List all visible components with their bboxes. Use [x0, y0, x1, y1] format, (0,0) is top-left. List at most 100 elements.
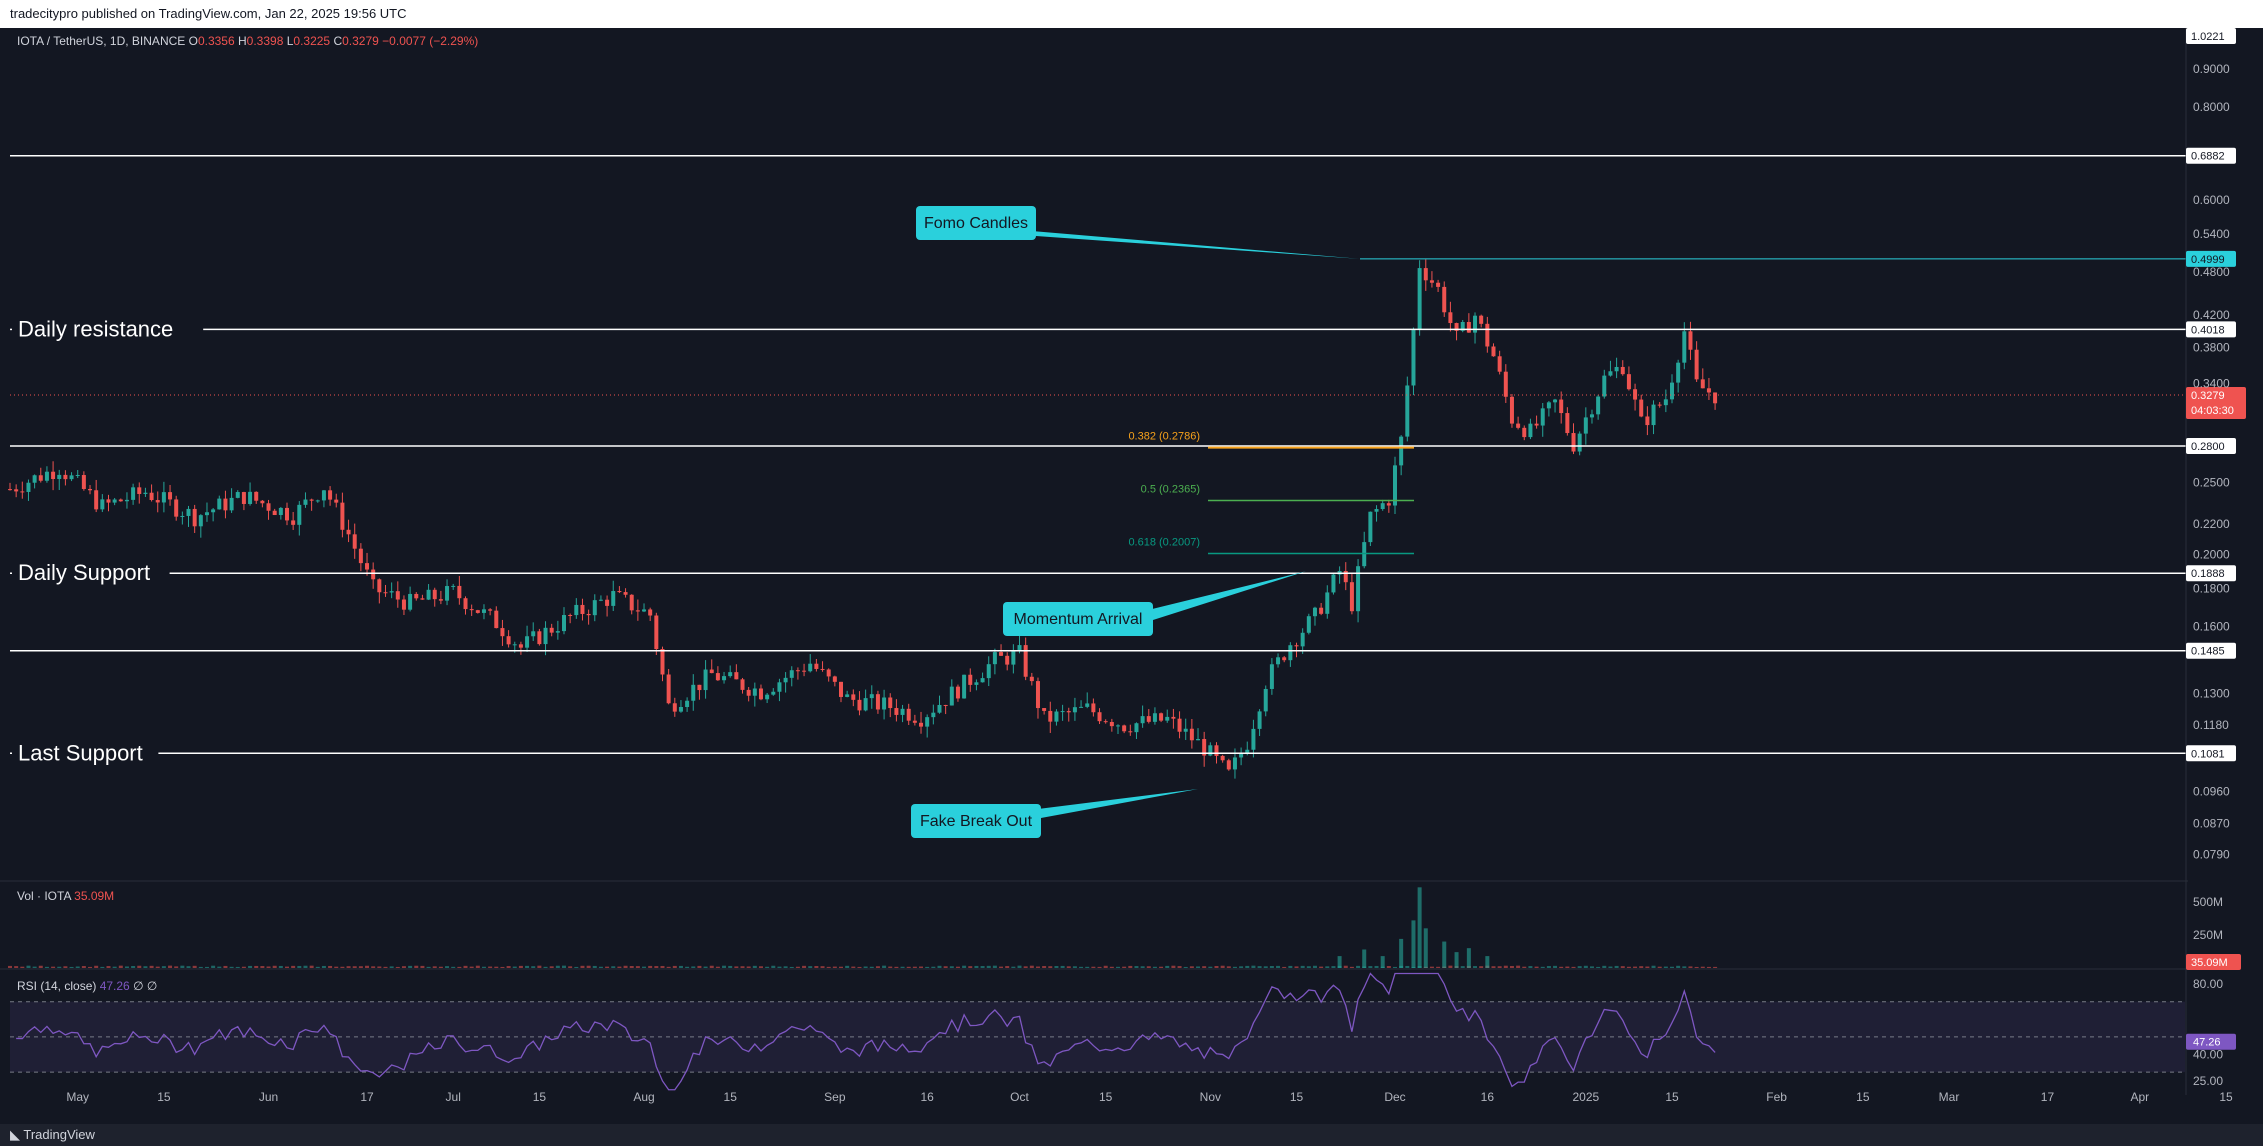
candle-body — [75, 475, 80, 477]
candle-body — [685, 700, 690, 707]
volume-bar — [531, 966, 536, 968]
x-tick: 15 — [157, 1090, 171, 1104]
candle-body — [1282, 657, 1287, 661]
volume-bar — [900, 966, 905, 968]
publisher-bar: tradecitypro published on TradingView.co… — [0, 0, 2263, 28]
candle-body — [1097, 712, 1102, 722]
volume-bar — [1559, 966, 1564, 968]
candle-body — [241, 492, 246, 504]
candle-body — [266, 503, 271, 511]
volume-bar — [1251, 965, 1256, 968]
candle-body — [1436, 282, 1441, 287]
volume-bar — [1042, 966, 1047, 968]
volume-bar — [1386, 965, 1391, 968]
candle-body — [297, 504, 302, 525]
volume-bar — [999, 966, 1004, 968]
volume-bar — [1565, 966, 1570, 968]
volume-bar — [1079, 966, 1084, 968]
candle-body — [475, 610, 480, 613]
x-tick: 16 — [920, 1090, 934, 1104]
price-tick: 0.0870 — [2193, 816, 2230, 830]
x-tick: 15 — [1665, 1090, 1679, 1104]
candle-body — [371, 569, 376, 580]
volume-bar — [980, 966, 985, 968]
volume-bar — [1116, 966, 1120, 968]
candle-body — [1054, 711, 1059, 722]
candle-body — [1399, 436, 1404, 466]
candle-body — [131, 487, 136, 500]
candle-body — [254, 491, 259, 501]
callout-pointer — [1030, 789, 1198, 818]
current-price-value: 0.3279 — [2191, 390, 2225, 402]
volume-bar — [691, 966, 696, 968]
volume-bar — [1282, 966, 1287, 968]
volume-bar — [445, 966, 450, 968]
volume-bar — [241, 966, 246, 968]
volume-bar — [629, 965, 634, 968]
candle-body — [340, 502, 345, 530]
volume-title-value: 35.09M — [74, 889, 114, 903]
rsi-tick: 40.00 — [2193, 1048, 2223, 1062]
candle-body — [795, 670, 800, 672]
candle-body — [100, 499, 105, 510]
volume-bar — [1029, 965, 1034, 968]
tradingview-logo[interactable]: ◣ TradingView — [10, 1127, 95, 1143]
candle-body — [525, 636, 530, 648]
price-tag-value: 0.2800 — [2191, 441, 2225, 453]
candle-body — [1368, 511, 1373, 543]
axes: 0.6882 0.4018 0.2800 0.1888 0.1485 0.1081 0.49… — [0, 28, 2246, 1104]
volume-bar — [1011, 966, 1016, 968]
candle-body — [26, 482, 31, 492]
volume-bar — [808, 966, 813, 968]
candle-body — [1528, 423, 1533, 438]
volume-bar — [112, 966, 117, 968]
candle-body — [562, 615, 566, 632]
price-tag — [2186, 250, 2236, 267]
volume-tick: 250M — [2193, 928, 2223, 942]
candle-body — [1540, 408, 1545, 426]
candle-body — [358, 548, 363, 564]
volume-bar — [1171, 965, 1176, 968]
volume-bar — [1140, 966, 1145, 968]
candle-body — [229, 497, 234, 511]
candle-body — [1109, 721, 1114, 727]
volume-bar — [1239, 966, 1244, 968]
volume-bar — [1528, 966, 1533, 968]
candle-body — [1509, 396, 1514, 424]
volume-bar — [1614, 965, 1619, 968]
candle-body — [1670, 382, 1674, 400]
price-top-label: 1.0221 — [2191, 31, 2225, 43]
volume-bar — [1226, 966, 1231, 968]
volume-bar — [69, 966, 74, 968]
volume-bar — [1183, 966, 1188, 968]
volume-bar — [919, 966, 924, 968]
volume-spike — [1362, 949, 1367, 968]
candle-body — [1546, 402, 1551, 409]
price-tag — [2186, 147, 2236, 164]
volume-bar — [943, 966, 948, 968]
candle-body — [186, 508, 191, 516]
volume-bar — [420, 965, 425, 968]
price-tick: 0.8000 — [2193, 100, 2230, 114]
symbol-part: 0.3356 — [198, 34, 238, 48]
volume-bar — [955, 966, 960, 968]
candle-body — [328, 490, 333, 500]
candle-body — [118, 499, 123, 502]
price-tick: 0.4800 — [2193, 265, 2230, 279]
candle-body — [642, 609, 647, 612]
volume-bar — [57, 966, 62, 968]
candle-body — [469, 609, 474, 611]
volume-bar — [937, 965, 942, 968]
volume-bar — [642, 966, 647, 968]
candle-body — [1232, 757, 1237, 770]
price-tick: 0.1300 — [2193, 687, 2230, 701]
candle-body — [1614, 366, 1619, 372]
volume-bar — [765, 966, 770, 968]
volume-bar — [703, 966, 708, 968]
x-tick: Jun — [259, 1090, 278, 1104]
volume-bar — [100, 966, 105, 968]
candle-body — [1276, 657, 1281, 665]
candle-body — [51, 471, 56, 480]
price-tag — [2186, 565, 2236, 582]
